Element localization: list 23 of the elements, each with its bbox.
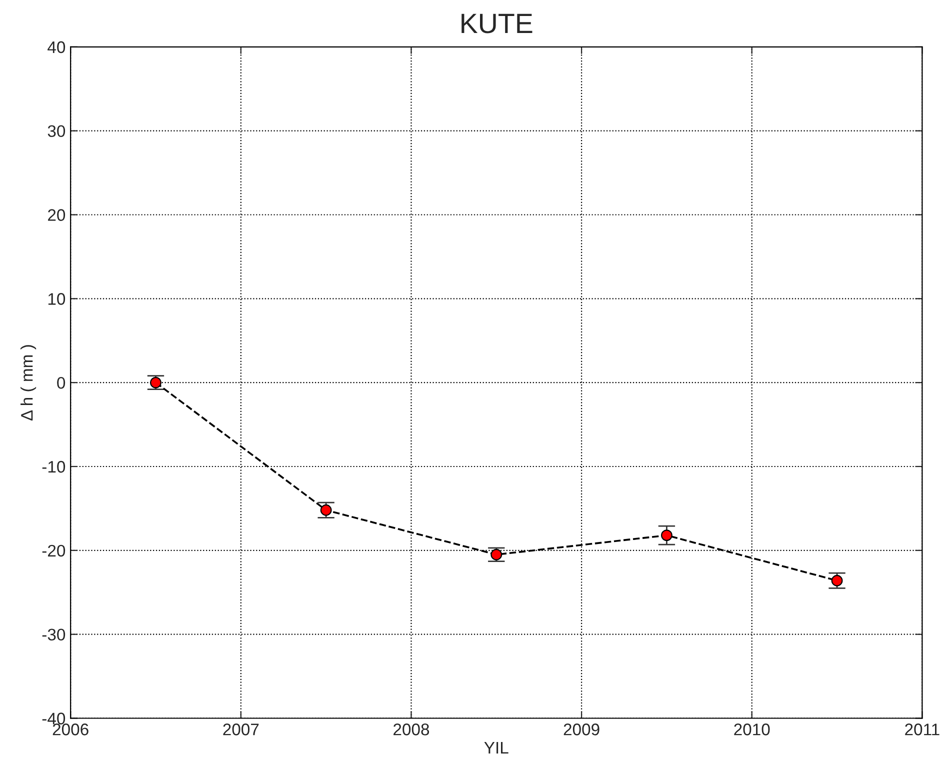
y-tick-label: -20 bbox=[42, 544, 66, 557]
y-tick-label: -30 bbox=[42, 628, 66, 641]
chart-title: KUTE bbox=[462, 14, 532, 34]
y-tick-label: 40 bbox=[48, 41, 66, 54]
point bbox=[320, 504, 332, 516]
x-tick-label: 2009 bbox=[564, 724, 600, 736]
y-tick-label: 20 bbox=[48, 209, 66, 221]
y-tick-label: 0 bbox=[57, 376, 66, 389]
x-tick-label: 2007 bbox=[223, 724, 259, 736]
x-tick-label: 2008 bbox=[394, 724, 430, 736]
y-tick-label: -40 bbox=[42, 712, 66, 724]
point bbox=[490, 548, 502, 560]
y-axis-title: Δ h ( mm ) bbox=[20, 345, 36, 421]
y-tick-label: 10 bbox=[48, 293, 66, 305]
point bbox=[660, 530, 672, 542]
x-tick-label: 2010 bbox=[734, 724, 770, 736]
x-tick-label: 2006 bbox=[52, 724, 88, 736]
x-axis-title: YIL bbox=[484, 742, 508, 754]
point bbox=[150, 376, 162, 388]
y-tick-label: -10 bbox=[42, 460, 66, 473]
x-tick-label: 2011 bbox=[905, 724, 940, 736]
y-tick-label: 30 bbox=[48, 125, 66, 138]
point bbox=[831, 574, 843, 586]
